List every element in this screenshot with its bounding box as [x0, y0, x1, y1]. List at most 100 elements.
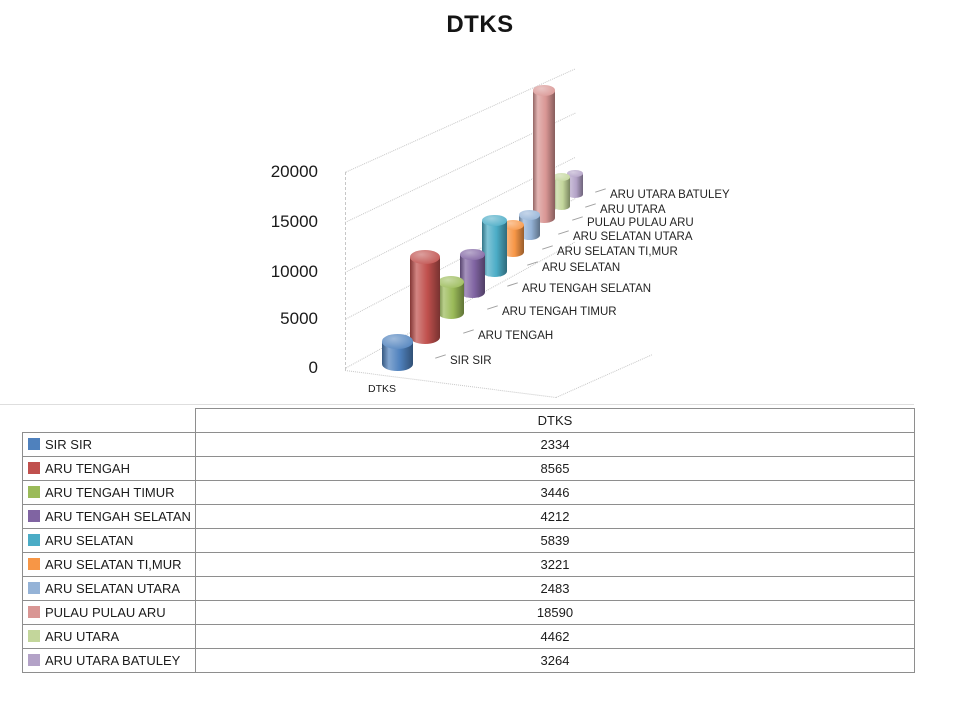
label-leader-tick — [507, 282, 518, 287]
cylinder-top-cap — [567, 169, 583, 178]
series-axis-label: DTKS — [367, 383, 396, 395]
cylinder-bottom-cap — [502, 246, 524, 258]
row-label-cell: ARU TENGAH TIMUR — [22, 480, 196, 505]
cylinder-top-cap — [502, 220, 524, 231]
cylinder-top-cap — [381, 334, 413, 349]
value-axis-line — [345, 172, 346, 370]
row-label: ARU SELATAN UTARA — [45, 581, 181, 596]
row-label: ARU UTARA BATULEY — [45, 653, 181, 668]
table-row-aru-selatan-ti-mur: ARU SELATAN TI,MUR 3221 — [22, 552, 915, 577]
row-label-cell: SIR SIR — [22, 432, 196, 457]
row-value: 3221 — [195, 552, 915, 577]
row-value: 4462 — [195, 624, 915, 649]
label-leader-tick — [585, 203, 596, 208]
category-label: ARU UTARA BATULEY — [610, 189, 730, 201]
cylinder-bottom-cap — [459, 286, 485, 298]
category-label: PULAU PULAU ARU — [587, 217, 694, 229]
table-header: DTKS — [195, 408, 915, 433]
y-tick-label: 0 — [308, 358, 318, 377]
cylinder-shaft — [552, 177, 570, 206]
row-label-cell: ARU UTARA BATULEY — [22, 648, 196, 673]
cylinder-top-cap — [533, 85, 555, 96]
row-label-cell: ARU TENGAH SELATAN — [22, 504, 196, 529]
row-value: 3446 — [195, 480, 915, 505]
table-row-aru-tengah-timur: ARU TENGAH TIMUR 3446 — [22, 480, 915, 505]
cylinder-aru-tengah — [410, 250, 440, 344]
category-label: ARU SELATAN TI,MUR — [557, 246, 678, 258]
legend-swatch — [28, 534, 40, 546]
row-value: 8565 — [195, 456, 915, 481]
cylinder-shaft — [410, 257, 440, 337]
y-tick-label: 5000 — [280, 309, 318, 328]
legend-swatch — [28, 630, 40, 642]
cylinder-bottom-cap — [438, 307, 464, 319]
table-row-sir-sir: SIR SIR 2334 — [22, 432, 915, 457]
label-leader-tick — [558, 230, 569, 235]
row-value: 4212 — [195, 504, 915, 529]
cylinder-top-cap — [459, 248, 485, 261]
legend-swatch — [28, 582, 40, 594]
y-tick-label: 10000 — [270, 262, 318, 281]
cylinder-aru-utara-batuley — [567, 169, 583, 198]
cylinder-bottom-cap — [518, 230, 540, 240]
table-row-aru-utara-batuley: ARU UTARA BATULEY 3264 — [22, 648, 915, 673]
label-leader-tick — [595, 188, 606, 193]
cylinder-shaft — [481, 220, 507, 271]
category-label: ARU TENGAH SELATAN — [522, 283, 652, 295]
legend-swatch — [28, 654, 40, 666]
category-label: ARU SELATAN — [542, 262, 621, 274]
row-label-cell: ARU SELATAN TI,MUR — [22, 552, 196, 577]
row-label: ARU SELATAN TI,MUR — [45, 557, 182, 572]
row-label: PULAU PULAU ARU — [45, 605, 166, 620]
table-row-aru-utara: ARU UTARA 4462 — [22, 624, 915, 649]
cylinder-aru-selatan-ti-mur — [502, 220, 524, 258]
table-row-aru-selatan: ARU SELATAN 5839 — [22, 528, 915, 553]
cylinder-shaft — [533, 90, 555, 218]
cylinder-bottom-cap — [533, 212, 555, 224]
cylinder-aru-selatan — [481, 214, 507, 277]
cylinder-top-cap — [552, 173, 570, 182]
row-value: 3264 — [195, 648, 915, 673]
chart-title: DTKS — [446, 11, 514, 38]
y-tick-label: 20000 — [270, 162, 318, 181]
cylinder-top-cap — [481, 214, 507, 227]
cylinder-top-cap — [438, 275, 464, 288]
legend-swatch — [28, 462, 40, 474]
row-label: ARU TENGAH SELATAN — [45, 509, 191, 524]
label-leader-tick — [542, 245, 553, 250]
row-label-cell: ARU TENGAH — [22, 456, 196, 481]
category-label: ARU TENGAH TIMUR — [502, 306, 617, 318]
y-tick-label: 15000 — [270, 212, 318, 231]
category-label: ARU TENGAH — [478, 330, 554, 342]
label-leader-tick — [572, 216, 583, 221]
table-corner-cell — [23, 409, 196, 433]
row-label-cell: ARU UTARA — [22, 624, 196, 649]
row-value: 18590 — [195, 600, 915, 625]
row-value: 5839 — [195, 528, 915, 553]
cylinder-top-cap — [410, 250, 440, 265]
cylinder-sir-sir — [381, 334, 413, 372]
table-row-pulau-pulau-aru: PULAU PULAU ARU 18590 — [22, 600, 915, 625]
legend-swatch — [28, 510, 40, 522]
table-header-row: DTKS — [23, 408, 915, 433]
cylinder-aru-utara — [552, 173, 570, 210]
cylinder-top-cap — [518, 210, 540, 220]
data-table-body: SIR SIR 2334 ARU TENGAH 8565 ARU TENGAH TIMU… — [22, 432, 915, 673]
category-label: ARU UTARA — [600, 204, 666, 216]
table-row-aru-selatan-utara: ARU SELATAN UTARA 2483 — [22, 576, 915, 601]
table-row-aru-tengah: ARU TENGAH 8565 — [22, 456, 915, 481]
cylinder-shaft — [502, 225, 524, 252]
cylinder-bottom-cap — [481, 265, 507, 277]
row-label: ARU SELATAN — [45, 533, 134, 548]
row-label-cell: PULAU PULAU ARU — [22, 600, 196, 625]
row-label: SIR SIR — [45, 437, 92, 452]
chart-bottom-border — [0, 404, 914, 405]
row-label-cell: ARU SELATAN UTARA — [22, 576, 196, 601]
legend-swatch — [28, 558, 40, 570]
cylinder-bottom-cap — [567, 190, 583, 198]
table-row-aru-tengah-selatan: ARU TENGAH SELATAN 4212 — [22, 504, 915, 529]
legend-swatch — [28, 438, 40, 450]
floor-depth-edge — [555, 354, 653, 398]
row-label: ARU TENGAH — [45, 461, 130, 476]
